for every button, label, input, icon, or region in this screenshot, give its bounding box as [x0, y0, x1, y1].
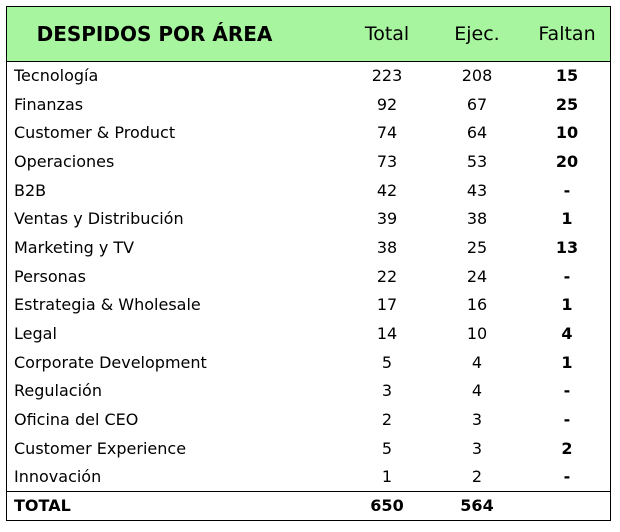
table-row: Customer Experience 5 3 2	[7, 435, 610, 464]
table-row: Corporate Development 5 4 1	[7, 349, 610, 378]
table-body: Tecnología 223 208 15 Finanzas 92 67 25 Customer…	[7, 62, 610, 492]
ejec-cell: 10	[466, 323, 488, 343]
ejec-cell: 53	[466, 151, 488, 171]
faltan-cell: 1	[561, 295, 573, 315]
area-cell: Legal	[14, 323, 57, 343]
column-header-ejec: Ejec.	[454, 23, 500, 45]
faltan-cell: 1	[561, 209, 573, 229]
table-row: Ventas y Distribución 39 38 1	[7, 205, 610, 234]
table-row: Legal 14 10 4	[7, 320, 610, 349]
faltan-cell: -	[563, 381, 571, 401]
area-cell: Customer & Product	[14, 123, 176, 143]
faltan-cell: -	[563, 409, 571, 429]
table-row: Customer & Product 74 64 10	[7, 119, 610, 148]
table-row: Finanzas 92 67 25	[7, 91, 610, 120]
ejec-cell: 38	[466, 209, 488, 229]
area-cell: Marketing y TV	[14, 237, 135, 257]
total-label: TOTAL	[14, 496, 71, 515]
total-cell: 3	[381, 381, 393, 401]
table-row: B2B 42 43 -	[7, 177, 610, 206]
table-row: Regulación 3 4 -	[7, 377, 610, 406]
total-row: TOTAL 650 564	[7, 491, 610, 520]
area-cell: Estrategia & Wholesale	[14, 295, 201, 315]
total-cell: 22	[376, 266, 398, 286]
column-header-total: Total	[364, 23, 410, 45]
column-header-faltan: Faltan	[538, 23, 596, 45]
total-value: 650	[370, 496, 404, 515]
ejec-cell: 24	[466, 266, 488, 286]
total-cell: 2	[381, 409, 393, 429]
area-cell: Operaciones	[14, 151, 115, 171]
layoffs-table: DESPIDOS POR ÁREA Total Ejec. Faltan Tec…	[6, 6, 611, 521]
area-cell: Corporate Development	[14, 352, 207, 372]
table-header: DESPIDOS POR ÁREA Total Ejec. Faltan	[7, 7, 610, 62]
ejec-cell: 25	[466, 237, 488, 257]
faltan-cell: 2	[561, 438, 573, 458]
ejec-cell: 43	[466, 180, 488, 200]
ejec-cell: 67	[466, 94, 488, 114]
area-cell: Finanzas	[14, 94, 84, 114]
faltan-cell: -	[563, 467, 571, 487]
faltan-cell: 1	[561, 352, 573, 372]
ejec-cell: 3	[471, 438, 483, 458]
total-cell: 17	[376, 295, 398, 315]
faltan-cell: 13	[555, 237, 579, 257]
table-row: Estrategia & Wholesale 17 16 1	[7, 291, 610, 320]
area-cell: Tecnología	[14, 66, 99, 85]
total-cell: 39	[376, 209, 398, 229]
ejec-cell: 4	[471, 381, 483, 401]
faltan-cell: 10	[555, 123, 579, 143]
area-cell: Ventas y Distribución	[14, 209, 184, 229]
table-row: Operaciones 73 53 20	[7, 148, 610, 177]
area-cell: Personas	[14, 266, 86, 286]
area-cell: B2B	[14, 180, 47, 200]
table-row: Oficina del CEO 2 3 -	[7, 406, 610, 435]
faltan-cell: 4	[561, 323, 573, 343]
table-row: Tecnología 223 208 15	[7, 62, 610, 91]
table-row: Marketing y TV 38 25 13	[7, 234, 610, 263]
area-cell: Regulación	[14, 381, 102, 401]
ejec-cell: 3	[471, 409, 483, 429]
total-cell: 14	[376, 323, 398, 343]
total-ejec-value: 564	[460, 496, 494, 515]
faltan-cell: -	[563, 180, 571, 200]
total-cell: 74	[376, 123, 398, 143]
area-cell: Customer Experience	[14, 438, 187, 458]
faltan-cell: 20	[555, 151, 579, 171]
table-row: Personas 22 24 -	[7, 263, 610, 292]
faltan-cell: 25	[555, 94, 579, 114]
total-cell: 92	[376, 94, 398, 114]
total-cell: 223	[371, 66, 403, 85]
area-cell: Innovación	[14, 467, 102, 487]
faltan-cell: 15	[555, 66, 579, 85]
ejec-cell: 4	[471, 352, 483, 372]
total-cell: 5	[381, 438, 393, 458]
ejec-cell: 2	[471, 467, 483, 487]
ejec-cell: 208	[461, 66, 493, 85]
ejec-cell: 16	[466, 295, 488, 315]
ejec-cell: 64	[466, 123, 488, 143]
total-cell: 1	[381, 467, 393, 487]
table-title: DESPIDOS POR ÁREA	[36, 22, 273, 46]
total-cell: 38	[376, 237, 398, 257]
total-cell: 42	[376, 180, 398, 200]
total-cell: 73	[376, 151, 398, 171]
total-cell: 5	[381, 352, 393, 372]
area-cell: Oficina del CEO	[14, 409, 139, 429]
table-row: Innovación 1 2 -	[7, 463, 610, 492]
faltan-cell: -	[563, 266, 571, 286]
